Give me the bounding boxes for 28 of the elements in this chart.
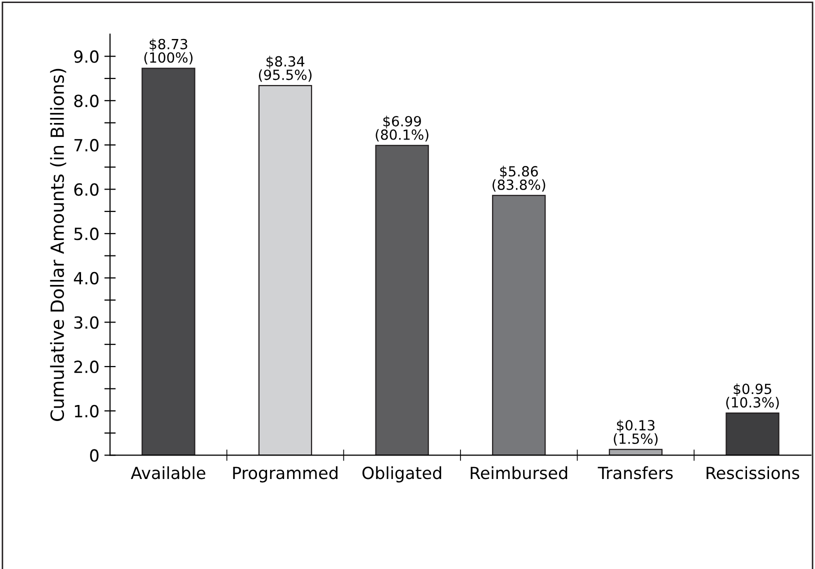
- bar: [258, 85, 312, 456]
- y-tick-label: 6.0: [74, 183, 98, 196]
- y-axis-title: Cumulative Dollar Amounts (in Billions): [50, 68, 66, 422]
- x-tick-label: Available: [130, 466, 206, 480]
- y-tick-label: 8.0: [74, 94, 98, 108]
- y-tick-label: 0: [90, 449, 98, 462]
- bar: [726, 412, 780, 456]
- data-label: $0.95 (10.3%): [726, 383, 779, 410]
- data-label: $0.13 (1.5%): [614, 420, 658, 446]
- data-label: $5.86 (83.8%): [492, 166, 546, 192]
- y-tick-label: 4.0: [74, 272, 98, 284]
- y-tick-label: 7.0: [74, 138, 98, 152]
- bar: [492, 194, 546, 456]
- y-tick-label: 2.0: [74, 360, 98, 374]
- bar: [142, 68, 196, 456]
- data-label: $6.99 (80.1%): [376, 116, 428, 142]
- x-tick-label: Transfers: [598, 466, 673, 480]
- y-tick-label: 5.0: [74, 228, 98, 240]
- data-label: $8.73 (100%): [144, 38, 193, 64]
- x-tick-label: Reimbursed: [470, 466, 568, 480]
- data-label: $8.34 (95.5%): [258, 56, 312, 82]
- x-tick-label: Programmed: [233, 466, 338, 482]
- y-tick-label: 3.0: [74, 316, 98, 329]
- x-tick-label: Rescissions: [706, 466, 800, 480]
- y-tick-label: 1.0: [74, 404, 98, 418]
- x-tick-label: Obligated: [362, 466, 442, 482]
- bar: [375, 144, 429, 456]
- y-tick-label: 9.0: [74, 50, 98, 63]
